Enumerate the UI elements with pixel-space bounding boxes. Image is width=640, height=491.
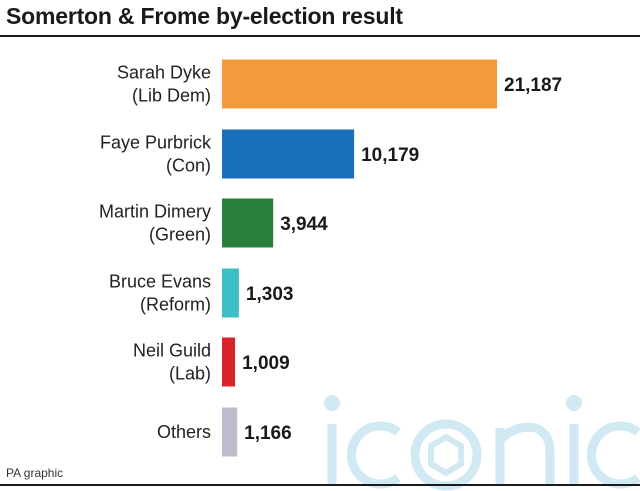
- bar-1: [222, 129, 355, 179]
- bar-2: [222, 198, 274, 248]
- category-label-1-line-1: (Con): [166, 156, 211, 176]
- value-label-5: 1,166: [244, 423, 292, 444]
- value-label-1: 10,179: [361, 145, 419, 166]
- category-label-5-line-0: Others: [157, 422, 211, 442]
- category-label-0-line-0: Sarah Dyke: [117, 63, 211, 83]
- bar-5: [222, 407, 238, 457]
- bottom-rule: [0, 484, 640, 486]
- bar-4: [222, 337, 236, 387]
- value-label-0: 21,187: [504, 75, 562, 96]
- value-label-3: 1,303: [246, 284, 294, 305]
- iconic-watermark-logo: [324, 395, 640, 491]
- bar-0: [222, 59, 497, 109]
- chart-title: Somerton & Frome by-election result: [6, 3, 403, 29]
- category-label-1-line-0: Faye Purbrick: [100, 133, 212, 153]
- category-label-4-line-1: (Lab): [169, 364, 211, 384]
- category-label-3-line-0: Bruce Evans: [109, 272, 211, 292]
- category-label-4-line-0: Neil Guild: [133, 341, 211, 361]
- value-label-2: 3,944: [280, 214, 328, 235]
- bar-3: [222, 268, 239, 318]
- value-label-4: 1,009: [242, 353, 290, 374]
- category-label-0-line-1: (Lib Dem): [132, 86, 211, 106]
- category-label-3-line-1: (Reform): [140, 295, 211, 315]
- category-label-2-line-0: Martin Dimery: [99, 202, 211, 222]
- title-rule: [0, 35, 640, 37]
- category-label-2-line-1: (Green): [149, 225, 211, 245]
- source-credit: PA graphic: [6, 466, 64, 480]
